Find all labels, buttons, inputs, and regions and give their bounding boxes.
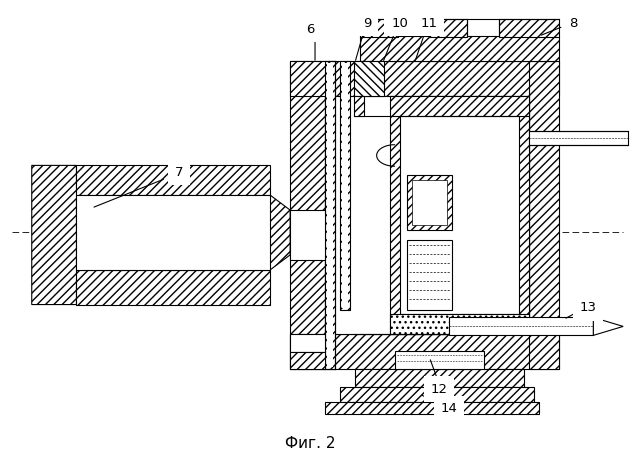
Bar <box>290 334 325 352</box>
Bar <box>354 96 364 116</box>
Bar <box>529 130 628 144</box>
Polygon shape <box>32 165 97 305</box>
Bar <box>340 116 390 314</box>
Bar <box>290 61 325 369</box>
Bar <box>76 195 270 270</box>
Bar <box>340 387 534 402</box>
Bar <box>325 61 335 369</box>
Text: 6: 6 <box>306 23 314 35</box>
Polygon shape <box>76 200 97 270</box>
Bar <box>408 240 452 309</box>
Bar <box>327 63 333 367</box>
Bar <box>499 19 559 37</box>
Bar <box>76 165 270 195</box>
Bar <box>360 36 559 61</box>
Text: 12: 12 <box>431 383 448 396</box>
Text: 13: 13 <box>580 301 597 314</box>
Bar <box>529 61 559 369</box>
Bar <box>290 352 325 369</box>
Bar <box>355 369 524 387</box>
Bar <box>449 318 593 335</box>
Text: 14: 14 <box>441 402 458 415</box>
Text: 10: 10 <box>391 17 408 30</box>
Bar <box>290 210 325 260</box>
Bar <box>76 270 270 305</box>
Bar <box>342 63 348 307</box>
Bar <box>340 61 350 309</box>
Bar <box>290 61 559 96</box>
Bar <box>390 314 529 334</box>
Polygon shape <box>593 318 623 335</box>
Bar <box>290 334 559 369</box>
Bar <box>399 116 519 314</box>
Polygon shape <box>270 195 290 270</box>
Bar <box>429 19 467 37</box>
Text: 7: 7 <box>175 166 183 179</box>
Bar <box>325 96 529 334</box>
Text: 11: 11 <box>421 17 438 30</box>
Bar <box>390 96 529 334</box>
Bar <box>394 351 484 369</box>
Bar <box>325 402 539 414</box>
Bar <box>360 19 397 37</box>
Text: 9: 9 <box>364 17 372 30</box>
Bar <box>354 61 383 96</box>
Bar <box>408 175 452 230</box>
Text: Фиг. 2: Фиг. 2 <box>285 436 335 451</box>
Bar <box>412 180 447 225</box>
Text: 8: 8 <box>569 17 578 30</box>
